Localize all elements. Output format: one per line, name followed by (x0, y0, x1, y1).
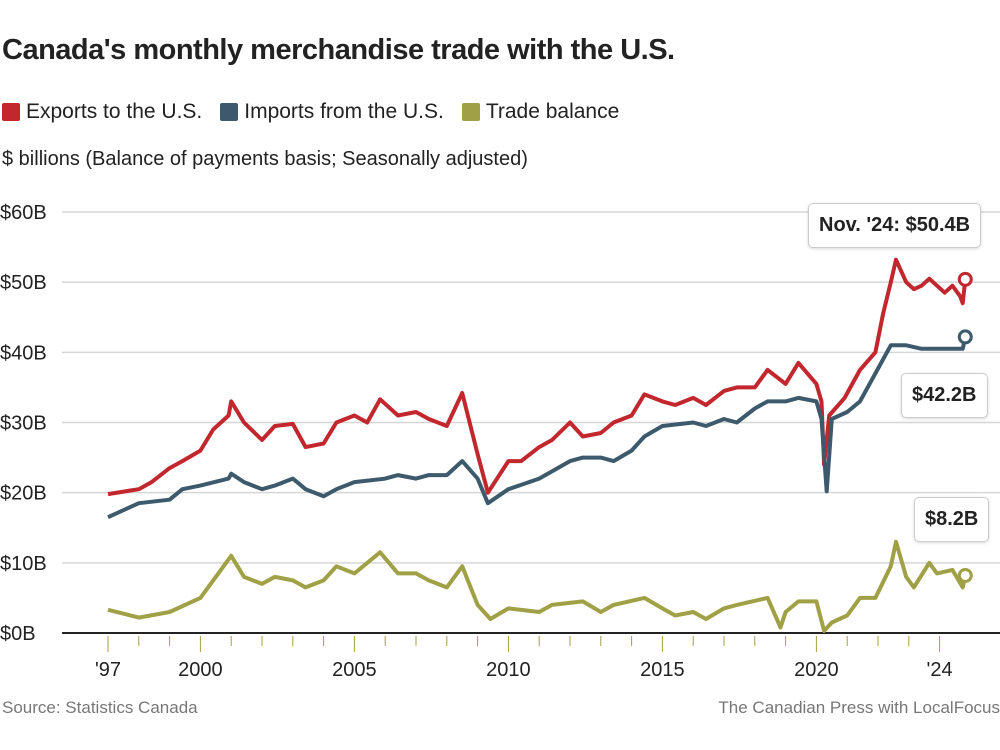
y-tick-label: $20B (0, 483, 47, 505)
chart-subtitle: $ billions (Balance of payments basis; S… (2, 148, 528, 170)
y-tick-label: $0B (0, 623, 36, 645)
annotation-imports: $42.2B (901, 373, 988, 418)
legend-swatch (220, 103, 239, 121)
y-tick-label: $30B (0, 413, 47, 435)
endpoint-marker (957, 567, 973, 583)
x-tick-label: 2020 (794, 659, 839, 681)
endpoint-marker (957, 329, 973, 345)
legend-label: Trade balance (485, 100, 620, 123)
legend-swatch (461, 103, 480, 121)
y-tick-label: $50B (0, 272, 47, 294)
y-tick-label: $40B (0, 342, 47, 364)
x-tick-label: 2000 (178, 659, 223, 681)
legend-item-exports: Exports to the U.S. (2, 100, 202, 124)
legend-item-imports: Imports from the U.S. (220, 100, 444, 124)
x-tick-label: '24 (927, 659, 953, 681)
legend: Exports to the U.S. Imports from the U.S… (2, 100, 619, 124)
credit-note: The Canadian Press with LocalFocus (718, 698, 1000, 717)
annotation-exports: Nov. '24: $50.4B (808, 203, 982, 248)
chart-title: Canada's monthly merchandise trade with … (2, 34, 675, 66)
y-tick-label: $60B (0, 202, 47, 224)
annotation-balance: $8.2B (914, 497, 990, 542)
legend-item-balance: Trade balance (461, 100, 620, 124)
source-note: Source: Statistics Canada (2, 698, 198, 717)
x-tick-label: 2010 (486, 659, 531, 681)
endpoint-marker (957, 271, 973, 287)
legend-label: Imports from the U.S. (244, 100, 444, 123)
legend-swatch (2, 103, 20, 121)
x-tick-label: 2015 (640, 659, 685, 681)
x-tick-label: 2005 (332, 659, 377, 681)
x-tick-label: '97 (95, 659, 121, 681)
y-tick-label: $10B (0, 553, 47, 575)
series-line-exports (107, 257, 968, 497)
legend-label: Exports to the U.S. (26, 100, 203, 123)
series-line-balance (107, 539, 968, 633)
series-line-imports (107, 336, 968, 520)
